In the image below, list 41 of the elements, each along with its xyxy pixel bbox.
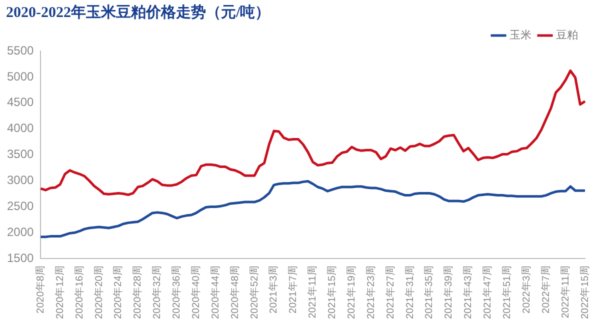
x-tick-label: 2020年48周 (228, 266, 241, 320)
x-tick-label: 2021年43周 (462, 266, 474, 320)
x-tick-label: 2022年7周 (540, 266, 552, 314)
x-tick-label: 2020年32周 (151, 266, 164, 320)
x-tick-label: 2021年11周 (306, 266, 319, 318)
x-tick-label: 2022年11周 (559, 266, 572, 318)
y-tick-label: 3500 (6, 147, 34, 162)
x-tick-label: 2020年40周 (190, 266, 202, 320)
x-tick-label: 2021年47周 (482, 266, 494, 320)
y-tick-label: 3000 (6, 173, 34, 188)
x-tick-label: 2020年44周 (209, 266, 222, 320)
x-tick-label: 2021年23周 (364, 266, 377, 320)
x-tick-label: 2020年20周 (92, 266, 105, 320)
x-tick-label: 2021年35周 (423, 266, 436, 320)
x-tick-label: 2022年15周 (578, 266, 591, 320)
x-tick-label: 2021年15周 (326, 266, 338, 320)
x-tick-label: 2020年24周 (112, 266, 124, 320)
x-tick-label: 2020年36周 (170, 266, 183, 320)
y-tick-label: 2500 (6, 199, 34, 214)
x-tick-label: 2021年19周 (345, 266, 358, 320)
y-tick-label: 2000 (6, 224, 34, 239)
x-tick-label: 2020年16周 (73, 266, 86, 320)
x-tick-label: 2021年39周 (442, 266, 455, 320)
x-tick-label: 2020年12周 (54, 266, 66, 320)
y-tick-label: 1500 (6, 250, 34, 265)
x-tick-label: 2021年7周 (287, 266, 300, 314)
x-tick-label: 2021年51周 (500, 266, 513, 320)
x-tick-label: 2021年3周 (268, 266, 280, 314)
y-tick-label: 4500 (6, 95, 34, 110)
chart-title: 2020-2022年玉米豆粕价格走势（元/吨） (6, 3, 270, 22)
x-tick-label: 2020年28周 (132, 266, 144, 320)
x-tick-label: 2020年8周 (34, 266, 46, 314)
x-tick-label: 2021年31周 (404, 266, 416, 320)
x-tick-label: 2021年27周 (384, 266, 396, 320)
y-tick-label: 5000 (6, 69, 34, 84)
x-tick-label: 2020年52周 (248, 266, 260, 320)
legend-label: 玉米 (510, 28, 532, 42)
y-tick-label: 5500 (6, 43, 34, 58)
y-tick-label: 4000 (6, 121, 34, 136)
x-tick-label: 2022年3周 (520, 266, 532, 314)
legend-label: 豆粕 (556, 29, 578, 42)
